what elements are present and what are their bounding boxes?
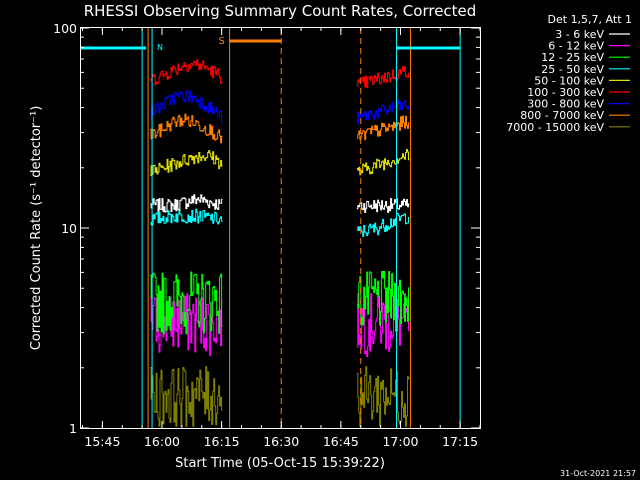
y-tick-label: 10	[61, 221, 77, 236]
series-trace	[356, 149, 410, 176]
chart-title: RHESSI Observing Summary Count Rates, Co…	[84, 2, 477, 20]
series-trace	[150, 271, 223, 335]
data-layer	[150, 59, 410, 427]
y-axis-label: Corrected Count Rate (s⁻¹ detector⁻¹)	[29, 106, 44, 351]
x-tick-label: 17:15	[442, 434, 478, 449]
y-tick-label: 100	[53, 21, 77, 36]
series-trace	[356, 99, 410, 125]
legend-entry-label: 300 - 800 keV	[527, 98, 604, 111]
legend-entry-label: 800 - 7000 keV	[520, 109, 604, 122]
series-trace	[356, 212, 410, 237]
series-800-7000keV	[150, 113, 410, 144]
legend-entry-label: 7000 - 15000 keV	[506, 121, 604, 134]
plot-frame	[80, 27, 481, 429]
legend-entry-label: 6 - 12 keV	[548, 40, 604, 53]
series-trace	[150, 366, 223, 427]
series-trace	[150, 59, 223, 86]
legend-entry-label: 25 - 50 keV	[541, 63, 604, 76]
x-tick-label: 16:30	[263, 434, 299, 449]
series-12-25keV	[150, 270, 410, 335]
series-7000-15000keV	[150, 366, 410, 427]
series-trace	[356, 66, 410, 88]
legend-entry-label: 100 - 300 keV	[527, 86, 604, 99]
timestamp: 31-Oct-2021 21:57	[560, 469, 636, 478]
saa-marker-label: S	[218, 36, 224, 47]
series-50-100keV	[150, 149, 410, 177]
series-trace	[356, 270, 410, 332]
series-300-800keV	[150, 89, 410, 125]
legend-entry-label: 50 - 100 keV	[534, 74, 604, 87]
x-tick-label: 15:45	[84, 434, 120, 449]
series-25-50keV	[150, 208, 410, 237]
legend-entry-label: 12 - 25 keV	[541, 51, 604, 64]
series-3-6keV	[150, 194, 410, 213]
series-trace	[356, 198, 410, 213]
night-marker-label: N	[157, 43, 163, 52]
series-100-300keV	[150, 59, 410, 88]
series-trace	[150, 150, 223, 177]
y-tick-label: 1	[69, 421, 77, 436]
x-tick-label: 16:15	[204, 434, 240, 449]
series-trace	[356, 366, 410, 427]
series-trace	[356, 293, 410, 358]
series-trace	[150, 113, 223, 144]
x-tick-label: 16:45	[323, 434, 359, 449]
series-trace	[150, 194, 223, 213]
series-trace	[150, 208, 223, 226]
x-tick-label: 17:00	[382, 434, 418, 449]
event-markers: NS	[81, 28, 461, 428]
legend-title: Det 1,5,7, Att 1	[548, 13, 632, 26]
legend-entry-label: 3 - 6 keV	[555, 28, 604, 41]
series-trace	[150, 89, 223, 124]
series-trace	[356, 115, 410, 141]
x-axis-label: Start Time (05-Oct-15 15:39:22)	[175, 456, 385, 471]
x-tick-label: 16:00	[144, 434, 180, 449]
axes: 15:45 16:00 16:15 16:30 16:45 17:00 17:15 1 10 10…	[53, 21, 481, 449]
series-6-12keV	[150, 293, 410, 358]
